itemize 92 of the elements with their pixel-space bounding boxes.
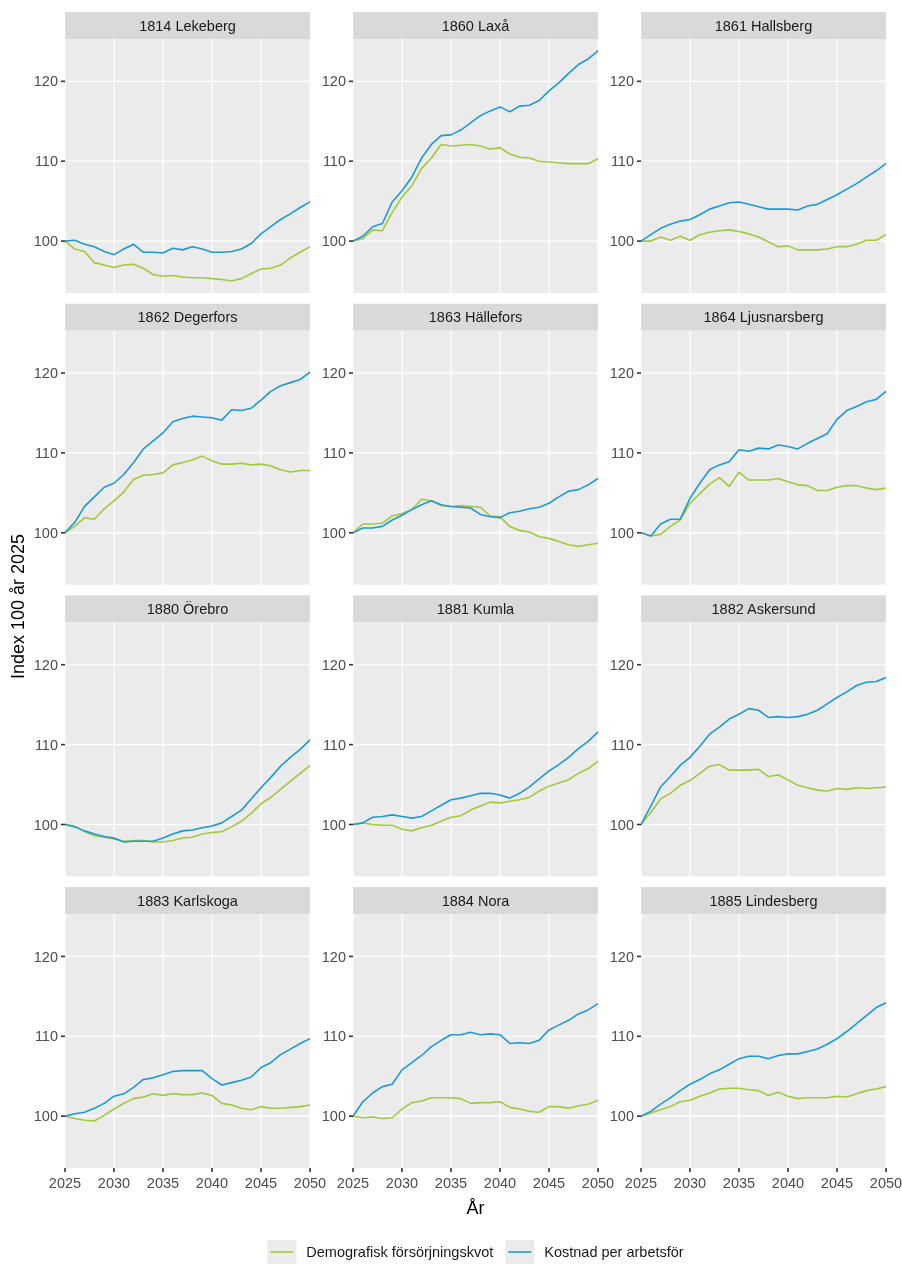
y-tick-label: 110 [34, 444, 58, 461]
x-tick-label: 2030 [97, 1175, 131, 1192]
x-tick-label: 2050 [869, 1175, 902, 1192]
x-tick-label: 2040 [195, 1175, 229, 1192]
line-series [641, 1085, 886, 1117]
line-series [65, 371, 310, 534]
y-tick-label: 100 [609, 1108, 634, 1125]
x-tick-label: 2030 [385, 1175, 419, 1192]
line-series [641, 229, 886, 251]
chart-title: 1882 Askersund [711, 600, 816, 617]
x-tick-label: 2050 [581, 1175, 615, 1192]
y-tick-label: 100 [321, 816, 346, 833]
y-tick-label: 120 [33, 365, 58, 382]
line-series [65, 1092, 310, 1122]
chart-title: 1862 Degerfors [137, 309, 238, 326]
y-tick-label: 110 [610, 736, 634, 753]
y-tick-label: 120 [321, 73, 346, 90]
y-tick-label: 100 [33, 233, 58, 250]
y-tick-label: 110 [322, 444, 346, 461]
y-tick-label: 120 [609, 365, 634, 382]
chart-title: 1861 Hallsberg [714, 17, 813, 34]
y-tick-label: 120 [33, 73, 58, 90]
y-tick-label: 110 [34, 1028, 58, 1045]
line-series [353, 1002, 598, 1117]
y-tick-label: 110 [322, 1028, 346, 1045]
x-tick-label: 2035 [722, 1175, 756, 1192]
line-series [353, 498, 598, 548]
x-axis-title: År [466, 1198, 485, 1219]
line-series [641, 162, 886, 242]
y-tick-label: 120 [609, 656, 634, 673]
x-tick-label: 2025 [624, 1175, 658, 1192]
y-tick-label: 100 [321, 1108, 346, 1125]
line-series [353, 477, 598, 534]
line-series [65, 764, 310, 843]
x-tick-label: 2050 [293, 1175, 327, 1192]
y-tick-label: 110 [34, 736, 58, 753]
chart-title: 1881 Kumla [436, 600, 516, 617]
chart-title: 1883 Karlskoga [137, 892, 239, 909]
y-tick-label: 110 [610, 444, 634, 461]
line-series [65, 739, 310, 843]
line-series [353, 1097, 598, 1120]
y-tick-label: 110 [322, 736, 346, 753]
y-tick-label: 110 [322, 153, 346, 170]
y-tick-label: 100 [33, 816, 58, 833]
x-tick-label: 2025 [336, 1175, 370, 1192]
line-series [65, 240, 310, 282]
y-tick-label: 110 [610, 1028, 634, 1045]
line-series [65, 1037, 310, 1117]
line-series [353, 731, 598, 826]
chart-title: 1884 Nora [441, 892, 511, 909]
line-series [65, 201, 310, 256]
y-tick-label: 120 [33, 948, 58, 965]
chart-title: 1814 Lekeberg [139, 17, 236, 34]
x-tick-label: 2025 [48, 1175, 82, 1192]
chart-title: 1863 Hällefors [428, 309, 523, 326]
line-series [353, 143, 598, 242]
x-tick-label: 2045 [820, 1175, 854, 1192]
y-tick-label: 100 [609, 524, 634, 541]
x-tick-label: 2040 [771, 1175, 805, 1192]
x-tick-label: 2045 [532, 1175, 566, 1192]
y-tick-label: 120 [321, 656, 346, 673]
y-tick-label: 110 [610, 153, 634, 170]
chart-title: 1885 Lindesberg [709, 892, 818, 909]
line-series [641, 1001, 886, 1117]
y-tick-label: 100 [609, 233, 634, 250]
legend-label: Kostnad per arbetsför [544, 1244, 684, 1261]
y-tick-label: 100 [33, 524, 58, 541]
y-tick-label: 120 [321, 948, 346, 965]
y-tick-label: 120 [609, 73, 634, 90]
x-tick-label: 2045 [244, 1175, 278, 1192]
line-series [641, 390, 886, 537]
chart-title: 1880 Örebro [146, 599, 229, 617]
line-series [65, 455, 310, 534]
x-tick-label: 2035 [146, 1175, 180, 1192]
y-axis-title: Index 100 år 2025 [8, 533, 28, 680]
y-tick-label: 110 [34, 153, 58, 170]
chart-title: 1860 Laxå [441, 17, 511, 34]
line-series [353, 50, 598, 242]
legend-label: Demografisk försörjningskvot [306, 1244, 494, 1261]
line-series [641, 676, 886, 826]
y-tick-label: 120 [609, 948, 634, 965]
y-tick-label: 100 [609, 816, 634, 833]
y-tick-label: 120 [33, 656, 58, 673]
x-tick-label: 2030 [673, 1175, 707, 1192]
y-tick-label: 120 [321, 365, 346, 382]
y-tick-label: 100 [321, 524, 346, 541]
y-tick-label: 100 [321, 233, 346, 250]
x-tick-label: 2040 [483, 1175, 517, 1192]
chart-title: 1864 Ljusnarsberg [703, 309, 824, 326]
line-series [641, 763, 886, 826]
y-tick-label: 100 [33, 1108, 58, 1125]
x-tick-label: 2035 [434, 1175, 468, 1192]
